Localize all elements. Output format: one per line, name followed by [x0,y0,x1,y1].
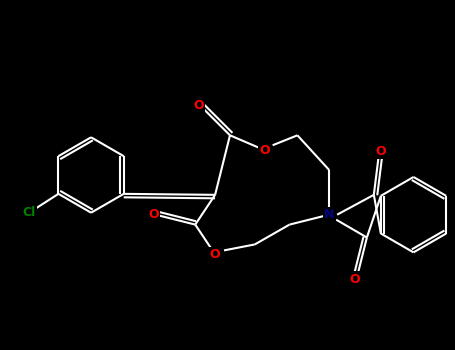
Text: O: O [193,99,203,112]
Text: O: O [375,145,386,158]
Text: O: O [148,208,159,221]
Text: O: O [210,248,220,261]
Text: O: O [259,144,270,157]
Text: N: N [324,208,334,221]
Text: Cl: Cl [22,206,35,219]
Text: O: O [350,273,360,286]
